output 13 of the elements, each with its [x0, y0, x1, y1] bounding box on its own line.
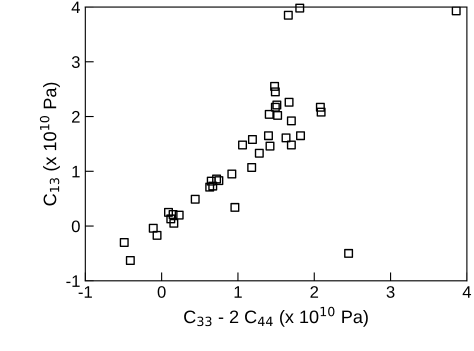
x-tick-label: 2 — [310, 286, 318, 298]
y-tick-label: -1 — [66, 275, 80, 287]
x-tick-label: 0 — [158, 286, 166, 298]
y-tick-label: 0 — [72, 220, 80, 232]
x-axis-title: C$_{33}$ - 2 C$_{44}$ (x 10$^{10}$ Pa) — [184, 306, 368, 327]
y-tick-label: 3 — [72, 56, 80, 68]
y-tick-label: 1 — [72, 166, 80, 178]
x-tick-label: 1 — [234, 286, 242, 298]
y-tick-label: 2 — [72, 110, 80, 123]
x-tick-label: 4 — [462, 286, 472, 298]
y-tick-label: 4 — [72, 2, 80, 14]
x-tick-label: 3 — [386, 286, 394, 298]
y-axis-title: C$_{13}$ (x 10$^{10}$ Pa) — [40, 82, 60, 206]
